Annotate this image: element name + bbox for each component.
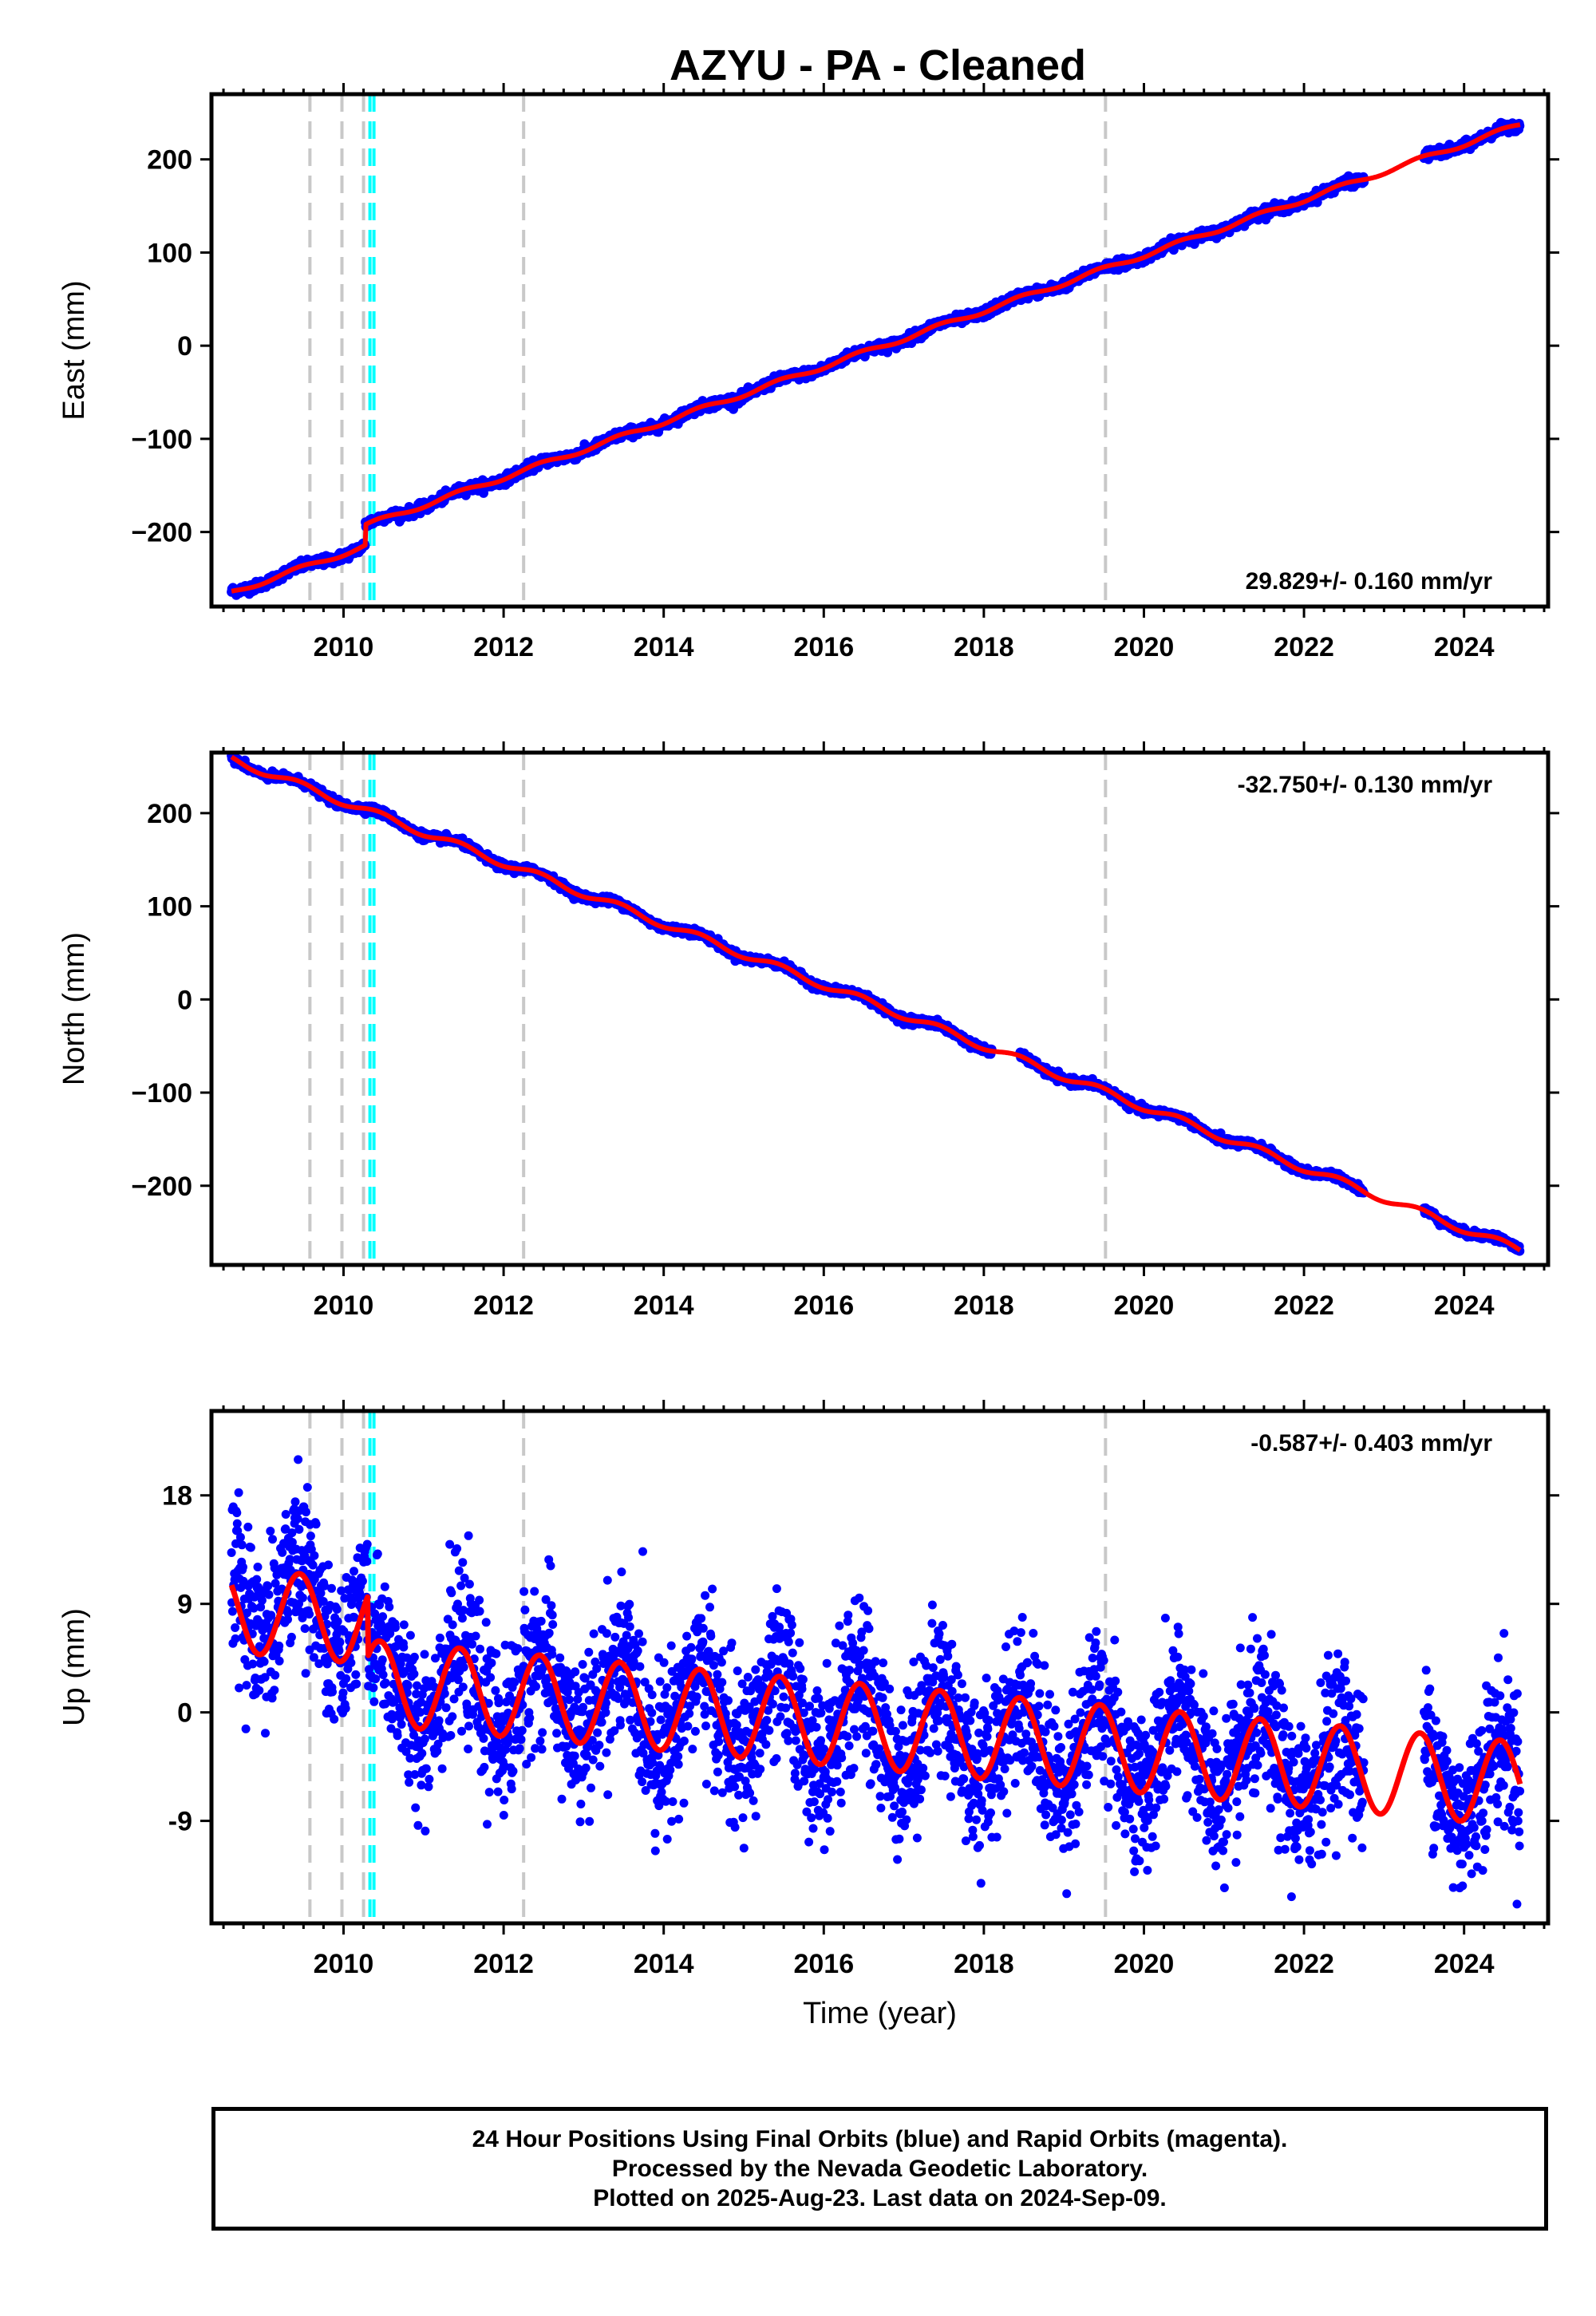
east-y-tick-label: −200 [131, 518, 192, 548]
east-y-tick-label: 200 [147, 145, 192, 176]
east-y-tick-label: 0 [177, 331, 192, 362]
east-x-tick-label: 2012 [473, 632, 534, 662]
east-x-tick-label: 2016 [793, 632, 854, 662]
east-model-line [230, 122, 1522, 594]
east-panel: 2010 2012 2014 2016 2018 2020 2022 2024 −200 −100… [57, 83, 1559, 662]
east-x-tick-label: 2024 [1434, 632, 1495, 662]
east-x-tick-label: 2018 [954, 632, 1014, 662]
east-y-tick-label: −100 [131, 425, 192, 455]
north-panel: 2010 2012 2014 2016 2018 2020 2022 2024−200−100… [57, 741, 1559, 1321]
east-x-tick-label: 2022 [1274, 632, 1334, 662]
east-x-tick-label: 2014 [634, 632, 694, 662]
east-y-tick-label: 100 [147, 238, 192, 268]
east-y-axis-label: East (mm) [57, 280, 91, 420]
east-x-tick-label: 2010 [314, 632, 374, 662]
east-velocity-label: 29.829+/- 0.160 mm/yr [1246, 568, 1493, 595]
figure-title: AZYU - PA - Cleaned [670, 41, 1086, 89]
east-point [883, 347, 893, 358]
east-x-tick-label: 2020 [1114, 632, 1175, 662]
east-plot-frame [209, 92, 1551, 609]
